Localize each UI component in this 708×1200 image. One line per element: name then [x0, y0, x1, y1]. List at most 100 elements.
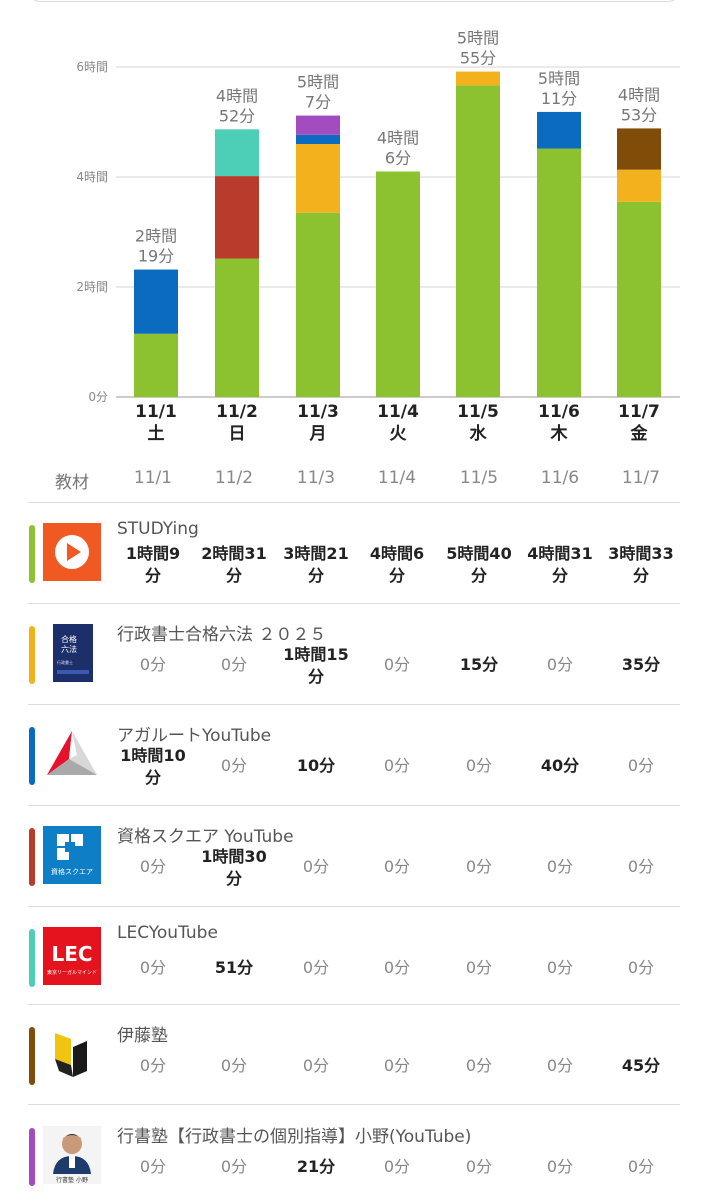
header-date: 11/4 — [377, 468, 417, 488]
svg-text:合格: 合格 — [61, 634, 77, 644]
lec-logo-icon: LEC 東京リーガルマインド — [43, 927, 101, 985]
time-cell: 0分 — [546, 1056, 574, 1075]
time-cell: 0分 — [220, 756, 248, 775]
time-cell: 3時間33 分 — [608, 544, 674, 585]
bar-segment — [296, 212, 340, 397]
divider — [28, 1104, 680, 1105]
material-color-bar — [29, 828, 35, 886]
bar-segment — [215, 258, 259, 397]
total-label: 5時間 — [538, 69, 580, 88]
total-label: 55分 — [460, 49, 496, 68]
time-cell: 0分 — [302, 857, 330, 876]
material-row-studying[interactable]: STUDYing 1時間9 分 2時間31 分 3時間21 分 4時間6 分 5時間40… — [0, 503, 708, 603]
material-row-lec[interactable]: LEC 東京リーガルマインド LECYouTube 0分 51分 0分 0分 0… — [0, 907, 708, 1007]
time-cell: 0分 — [383, 655, 411, 674]
x-tick-weekday: 火 — [390, 424, 408, 444]
y-tick-label: 6時間 — [76, 60, 108, 74]
x-tick-date: 11/1 — [135, 402, 177, 422]
total-label: 19分 — [138, 247, 174, 266]
material-row-gyoshojuku[interactable]: 行書塾 小野 行書塾【行政書士の個別指導】小野(YouTube) 0分 0分 2… — [0, 1106, 708, 1200]
material-row-itojuku[interactable]: 伊藤塾 0分 0分 0分 0分 0分 0分 45分 — [0, 1005, 708, 1105]
y-tick-label: 0分 — [88, 390, 108, 404]
material-color-bar — [29, 1027, 35, 1085]
time-cell: 2時間31 分 — [201, 544, 267, 585]
x-tick-weekday: 土 — [148, 423, 165, 444]
x-tick-date: 11/2 — [216, 402, 258, 422]
time-cell: 10分 — [296, 756, 336, 775]
time-cell: 21分 — [296, 1157, 336, 1176]
time-cell: 0分 — [220, 655, 248, 674]
x-tick-weekday: 月 — [309, 424, 327, 444]
material-name: STUDYing — [117, 519, 199, 539]
total-label: 6分 — [385, 149, 411, 168]
x-tick-date: 11/4 — [377, 402, 419, 422]
bar-segment — [296, 144, 340, 213]
material-row-shikaku-square[interactable]: 資格スクエア 資格スクエア YouTube 0分 1時間30 分 0分 0分 0分… — [0, 806, 708, 906]
x-tick-weekday: 木 — [550, 423, 569, 444]
time-cell: 0分 — [139, 655, 167, 674]
header-date: 11/5 — [459, 468, 499, 488]
bar-segment — [376, 171, 420, 397]
x-tick-weekday: 金 — [630, 423, 649, 444]
time-cell: 15分 — [459, 655, 499, 674]
material-name: 行書塾【行政書士の個別指導】小野(YouTube) — [117, 1127, 472, 1147]
x-tick-date: 11/6 — [538, 402, 580, 422]
divider — [28, 603, 680, 604]
time-cell: 4時間6 分 — [369, 544, 425, 585]
header-date: 11/1 — [133, 468, 173, 488]
time-cell: 3時間21 分 — [283, 544, 349, 585]
divider — [28, 502, 680, 503]
material-name: 資格スクエア YouTube — [117, 827, 294, 847]
time-cell: 0分 — [465, 857, 493, 876]
divider — [28, 906, 680, 907]
time-cell: 40分 — [540, 756, 580, 775]
svg-text:行書塾 小野: 行書塾 小野 — [56, 1176, 88, 1184]
shikaku-square-logo-icon: 資格スクエア — [43, 826, 101, 884]
header-date: 11/7 — [621, 468, 661, 488]
time-cell: 0分 — [220, 1157, 248, 1176]
time-cell: 0分 — [302, 1056, 330, 1075]
time-cell: 0分 — [383, 1056, 411, 1075]
total-label: 4時間 — [377, 129, 419, 148]
x-tick-date: 11/7 — [618, 402, 660, 422]
svg-text:行政書士: 行政書士 — [57, 659, 73, 665]
total-label: 11分 — [541, 89, 577, 108]
material-row-agaroot[interactable]: アガルートYouTube 1時間10 分 0分 10分 0分 0分 40分 0分 — [0, 705, 708, 805]
material-color-bar — [29, 727, 35, 785]
svg-text:六法: 六法 — [61, 644, 77, 654]
bar-segment — [617, 128, 661, 170]
svg-text:資格スクエア: 資格スクエア — [51, 867, 93, 876]
total-label: 52分 — [219, 106, 255, 125]
table-header: 教材 11/1 11/2 11/3 11/4 11/5 11/6 11/7 — [0, 458, 708, 500]
total-label: 4時間 — [618, 85, 660, 104]
material-name: アガルートYouTube — [117, 726, 272, 746]
x-tick-date: 11/5 — [457, 402, 499, 422]
teacher-avatar-icon: 行書塾 小野 — [43, 1126, 101, 1184]
time-cell: 0分 — [546, 958, 574, 977]
book-cover-icon: 合格 六法 行政書士 — [43, 624, 101, 682]
total-label: 7分 — [305, 93, 331, 112]
header-label: 教材 — [55, 473, 89, 493]
time-cell: 0分 — [139, 1157, 167, 1176]
agaroot-logo-icon — [43, 725, 101, 783]
header-date: 11/6 — [540, 468, 580, 488]
time-cell: 0分 — [383, 756, 411, 775]
svg-text:LEC: LEC — [51, 942, 92, 966]
bar-segment — [215, 129, 259, 177]
itojuku-logo-icon — [43, 1025, 101, 1083]
bar-segment — [296, 134, 340, 144]
x-tick-date: 11/3 — [297, 402, 339, 422]
time-cell: 0分 — [546, 857, 574, 876]
time-cell: 0分 — [627, 1157, 655, 1176]
bar-segment — [456, 71, 500, 86]
time-cell: 1時間15 分 — [283, 645, 349, 686]
time-cell: 1時間9 分 — [125, 544, 181, 585]
material-row-roppo[interactable]: 合格 六法 行政書士 行政書士合格六法 ２０２５ 0分 0分 1時間15 分 0分… — [0, 604, 708, 704]
time-cell: 1時間30 分 — [201, 847, 267, 888]
time-cell: 0分 — [383, 857, 411, 876]
bar-segment — [134, 269, 178, 334]
bar-segment — [296, 115, 340, 135]
divider — [28, 1004, 680, 1005]
material-name: 行政書士合格六法 ２０２５ — [117, 625, 327, 645]
material-color-bar — [29, 626, 35, 684]
